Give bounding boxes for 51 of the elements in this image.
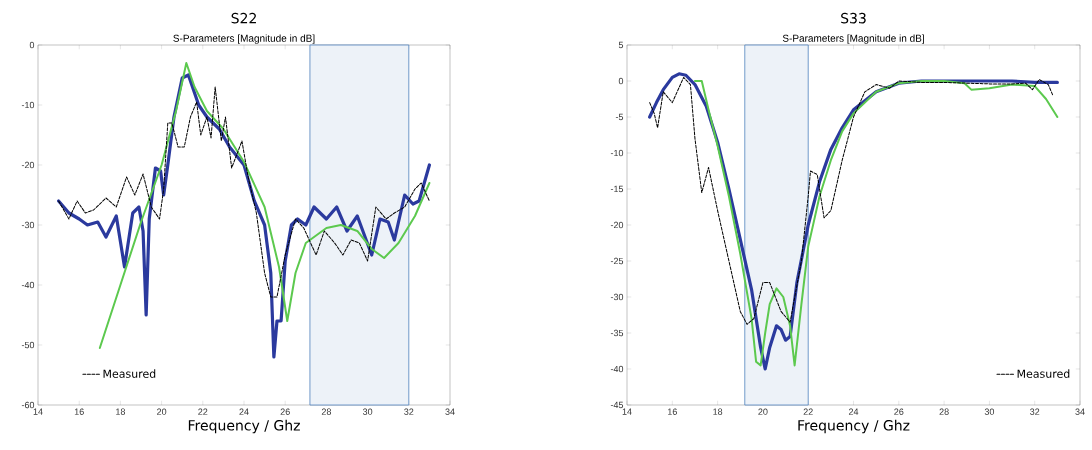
x-tick-label: 18 <box>116 408 126 415</box>
y-tick-label: -25 <box>610 257 624 265</box>
x-tick-label: 22 <box>198 408 208 415</box>
line-series <box>98 62 431 349</box>
x-tick-label: 32 <box>404 408 414 415</box>
chart-title: S33 <box>841 12 866 24</box>
x-tick-label: 24 <box>239 408 249 415</box>
x-tick-label: 30 <box>362 408 373 415</box>
y-tick-label: -40 <box>21 281 35 289</box>
legend-label: Measured <box>1017 369 1070 378</box>
x-tick-label: 20 <box>157 408 167 415</box>
x-tick-label: 24 <box>848 408 859 415</box>
y-tick-label: -20 <box>610 221 624 229</box>
y-tick-label: -10 <box>610 149 624 157</box>
y-tick-label: 0 <box>29 41 35 49</box>
y-tick-label: -30 <box>610 293 624 301</box>
y-tick-label: -35 <box>610 329 624 337</box>
x-tick-label: 16 <box>667 408 677 415</box>
x-tick-label: 20 <box>758 408 768 415</box>
x-tick-label: 32 <box>1030 408 1040 415</box>
y-tick-label: 5 <box>618 41 624 49</box>
x-axis-title: Frequency / Ghz <box>188 419 300 434</box>
chart-subtitle: S-Parameters [Magnitude in dB] <box>782 34 924 44</box>
line-series <box>58 86 430 298</box>
x-tick-label: 22 <box>803 408 813 415</box>
y-tick-label: -60 <box>21 401 35 409</box>
legend-label: Measured <box>103 369 156 378</box>
y-tick-label: -50 <box>21 341 35 349</box>
x-tick-label: 16 <box>74 408 84 415</box>
y-tick-label: -10 <box>21 101 35 109</box>
x-tick-label: 28 <box>321 408 332 415</box>
y-tick-label: -15 <box>610 185 624 193</box>
x-tick-label: 14 <box>622 408 632 415</box>
y-tick-label: -5 <box>615 113 624 121</box>
x-axis-title: Frequency / Ghz <box>798 419 910 434</box>
y-tick-label: -20 <box>21 161 35 169</box>
y-tick-label: -30 <box>21 221 35 229</box>
x-tick-label: 34 <box>445 408 455 415</box>
y-tick-label: 0 <box>618 77 624 85</box>
x-tick-label: 18 <box>713 408 723 415</box>
x-tick-label: 26 <box>894 408 904 415</box>
x-tick-label: 14 <box>33 408 43 415</box>
x-tick-label: 28 <box>939 408 949 415</box>
chart-title: S22 <box>231 12 256 24</box>
x-tick-label: 30 <box>984 408 995 415</box>
y-tick-label: -45 <box>610 401 624 409</box>
chart-subtitle: S-Parameters [Magnitude in dB] <box>173 34 315 44</box>
x-tick-label: 34 <box>1075 408 1085 415</box>
line-series <box>649 76 1054 325</box>
y-tick-label: -40 <box>610 365 624 373</box>
x-tick-label: 26 <box>280 408 290 415</box>
